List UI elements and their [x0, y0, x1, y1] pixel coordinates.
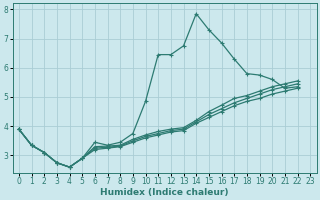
X-axis label: Humidex (Indice chaleur): Humidex (Indice chaleur)	[100, 188, 229, 197]
